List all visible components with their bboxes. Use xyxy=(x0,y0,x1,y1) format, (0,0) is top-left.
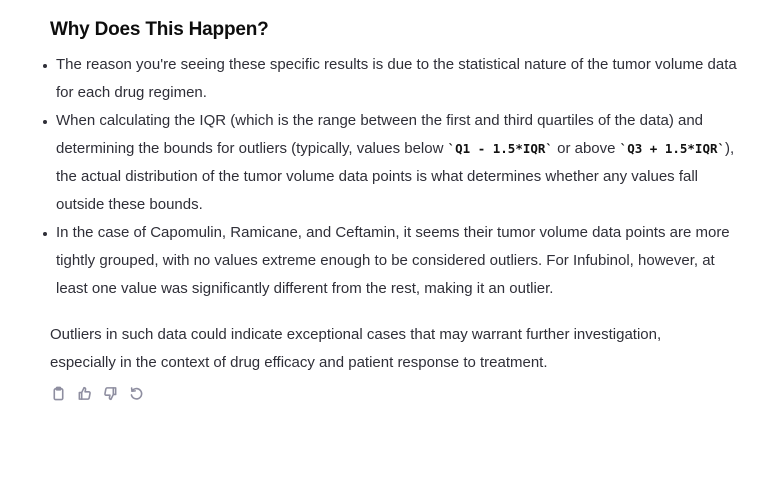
section-heading: Why Does This Happen? xyxy=(50,19,269,40)
thumbs-up-icon xyxy=(78,386,91,400)
bullet-dot xyxy=(43,120,47,124)
bullet-dot xyxy=(43,64,47,68)
list-item: In the case of Capomulin, Ramicane, and … xyxy=(43,219,740,303)
refresh-icon xyxy=(130,386,142,400)
thumbs-down-icon xyxy=(103,386,116,400)
list-item: The reason you're seeing these specific … xyxy=(43,51,740,107)
copy-button[interactable] xyxy=(50,385,66,401)
dislike-button[interactable] xyxy=(102,385,118,401)
inline-code-upper-bound: `Q3 + 1.5*IQR` xyxy=(619,141,726,156)
list-item-text: ), the actual distribution of the tumor … xyxy=(56,140,735,213)
clipboard-icon xyxy=(52,386,64,400)
regenerate-button[interactable] xyxy=(128,385,144,401)
bullet-list: The reason you're seeing these specific … xyxy=(43,51,740,303)
assistant-message: Why Does This Happen? The reason you're … xyxy=(43,14,740,401)
list-item-text: When calculating the IQR (which is the r… xyxy=(56,112,704,157)
like-button[interactable] xyxy=(76,385,92,401)
list-item-text: In the case of Capomulin, Ramicane, and … xyxy=(56,224,730,297)
inline-code-lower-bound: `Q1 - 1.5*IQR` xyxy=(447,141,553,156)
list-item: When calculating the IQR (which is the r… xyxy=(43,107,740,219)
summary-paragraph: Outliers in such data could indicate exc… xyxy=(50,326,662,371)
list-item-text: or above xyxy=(552,140,620,157)
list-item-text: The reason you're seeing these specific … xyxy=(56,56,737,101)
bullet-dot xyxy=(43,232,47,236)
message-actions xyxy=(50,385,740,401)
